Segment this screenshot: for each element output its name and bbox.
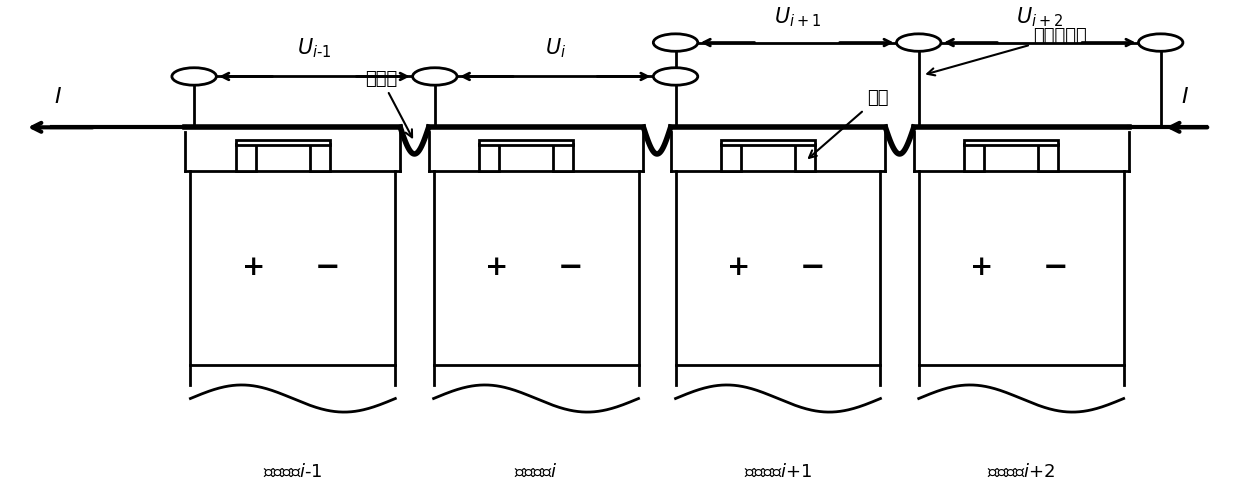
Polygon shape: [965, 144, 985, 171]
Text: $I$: $I$: [55, 86, 62, 108]
Text: +: +: [485, 254, 508, 281]
Text: −: −: [315, 253, 340, 283]
Circle shape: [413, 68, 458, 85]
Text: 电池单体$i$-1: 电池单体$i$-1: [263, 463, 322, 481]
Circle shape: [897, 34, 941, 51]
Polygon shape: [722, 140, 815, 145]
Polygon shape: [795, 144, 815, 171]
Polygon shape: [553, 144, 573, 171]
Text: $U_{i+2}$: $U_{i+2}$: [1016, 6, 1063, 29]
Text: $U_{i\text{-}1}$: $U_{i\text{-}1}$: [298, 36, 332, 59]
Polygon shape: [236, 144, 255, 171]
Polygon shape: [1038, 144, 1058, 171]
Text: −: −: [800, 253, 826, 283]
Polygon shape: [310, 144, 330, 171]
Text: 电池单体$i$: 电池单体$i$: [515, 463, 558, 481]
Text: 电池单体$i$+2: 电池单体$i$+2: [987, 463, 1055, 481]
Polygon shape: [236, 140, 330, 145]
Polygon shape: [722, 144, 742, 171]
Text: +: +: [727, 254, 750, 281]
Text: 电池单体$i$+1: 电池单体$i$+1: [744, 463, 812, 481]
Text: 电极: 电极: [808, 89, 888, 158]
Text: −: −: [1043, 253, 1069, 283]
Text: +: +: [242, 254, 265, 281]
Text: $U_{i}$: $U_{i}$: [544, 36, 565, 59]
Text: +: +: [970, 254, 993, 281]
Polygon shape: [480, 140, 573, 145]
Circle shape: [653, 68, 698, 85]
Circle shape: [653, 34, 698, 51]
Text: $U_{i+1}$: $U_{i+1}$: [774, 6, 821, 29]
Circle shape: [1138, 34, 1183, 51]
Polygon shape: [965, 140, 1058, 145]
Text: −: −: [558, 253, 583, 283]
Text: 连接件: 连接件: [365, 70, 412, 137]
Circle shape: [172, 68, 216, 85]
Text: $I$: $I$: [1182, 86, 1189, 108]
Polygon shape: [480, 144, 498, 171]
Text: 电压测量线: 电压测量线: [928, 27, 1087, 75]
